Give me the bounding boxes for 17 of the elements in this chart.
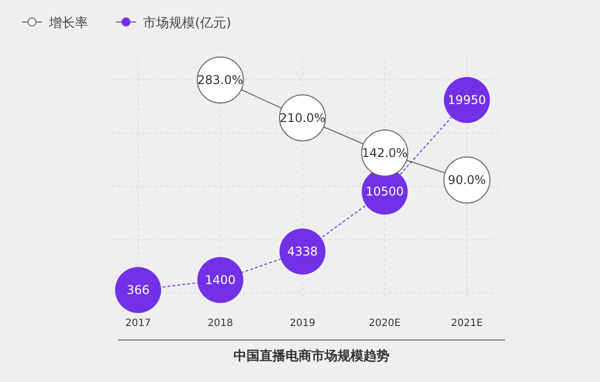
data-label: 19950 xyxy=(448,93,486,107)
x-tick-label: 2021E xyxy=(451,318,483,329)
data-label: 1400 xyxy=(205,272,236,287)
data-label: 210.0% xyxy=(280,110,326,125)
data-label: 90.0% xyxy=(448,173,486,187)
data-label: 10500 xyxy=(366,184,404,199)
text: 中国直播电商市场规模趋势 xyxy=(234,348,390,364)
legend-label: 增长率 xyxy=(48,15,88,31)
data-label: 283.0% xyxy=(197,73,244,87)
data-label: 366 xyxy=(126,283,150,297)
data-label: 142.0% xyxy=(362,146,408,160)
data-label: 4338 xyxy=(287,244,318,258)
x-tick-label: 2018 xyxy=(208,318,234,329)
x-tick-label: 2019 xyxy=(290,318,316,329)
x-tick-label: 2020E xyxy=(368,318,401,329)
x-tick-label: 2017 xyxy=(125,318,151,329)
legend-label: 市场规模(亿元) xyxy=(143,16,232,31)
